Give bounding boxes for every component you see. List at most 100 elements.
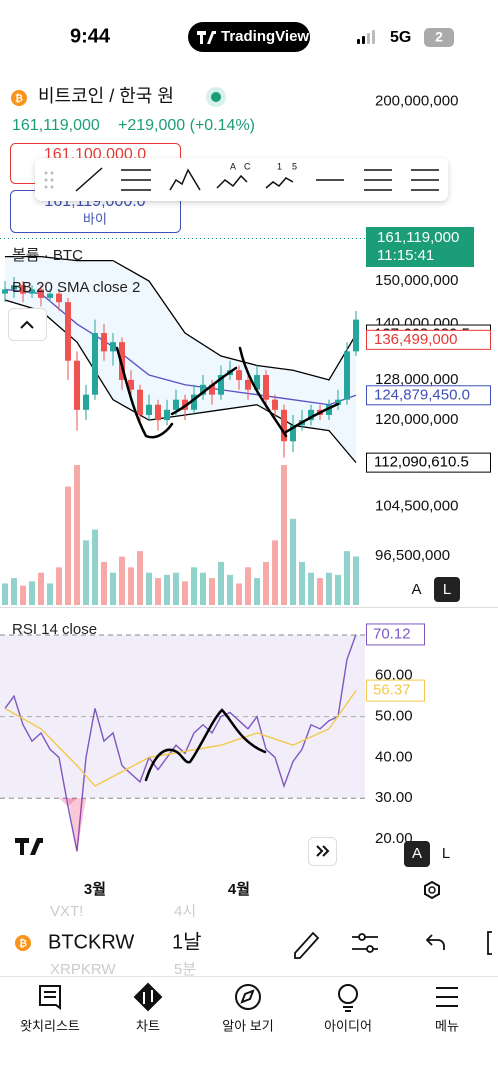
- rsi-pane: [0, 634, 365, 852]
- drawing-stroke: [284, 402, 340, 434]
- candle-body: [263, 375, 269, 400]
- tab-label[interactable]: 왓치리스트: [20, 1018, 80, 1033]
- candle-body: [65, 302, 71, 361]
- tab-label[interactable]: 알아 보기: [222, 1018, 273, 1033]
- brand-pill: [188, 22, 310, 52]
- y-tick-label: 60.00: [375, 667, 413, 684]
- candle-body: [209, 384, 215, 395]
- candle-body: [164, 409, 170, 421]
- candle-body: [110, 342, 116, 352]
- rsi-legend: RSI 14 close: [12, 621, 97, 638]
- header-price: 161,119,000: [12, 117, 100, 134]
- volume-bar: [263, 561, 269, 605]
- fib-ext-tool[interactable]: [411, 169, 439, 191]
- draw-button[interactable]: [294, 931, 320, 959]
- last-price-label: 161,119,000: [377, 229, 459, 246]
- candle-body: [92, 333, 98, 395]
- candle-body: [254, 375, 260, 390]
- volume-bar: [29, 581, 35, 605]
- ghost-interval: 5분: [174, 961, 196, 978]
- rsi-auto-text: A: [412, 845, 422, 862]
- volume-bar: [245, 567, 251, 605]
- y-tick-label: 50.00: [375, 708, 413, 725]
- symbol-selector[interactable]: BTCKRW: [48, 931, 134, 953]
- tool-glyph: A: [230, 161, 236, 171]
- candle-body: [2, 289, 8, 294]
- user-drawings: [115, 346, 340, 782]
- pattern-tool[interactable]: [169, 168, 201, 191]
- candle-body: [128, 379, 134, 390]
- volume-bar: [299, 561, 305, 605]
- drawing-stroke: [170, 366, 238, 416]
- undo-button[interactable]: [425, 934, 445, 950]
- volume-bar: [164, 574, 170, 605]
- drag-handle: [44, 171, 54, 189]
- volume-bar: [20, 585, 26, 605]
- candle-body: [137, 389, 143, 415]
- candle-body: [56, 293, 62, 303]
- volume-bar: [173, 572, 179, 605]
- settings-icon[interactable]: [424, 880, 440, 900]
- volume-bar: [308, 572, 314, 605]
- y-tick-label: 104,500,000: [375, 497, 458, 514]
- tab-label[interactable]: 메뉴: [435, 1018, 459, 1033]
- volume-bar: [146, 572, 152, 605]
- rsi-tag: [366, 623, 425, 646]
- volume-legend: 볼륨 · BTC: [12, 247, 83, 264]
- trend-line-tool[interactable]: [75, 167, 103, 192]
- log-scale-button[interactable]: [434, 577, 460, 602]
- rsi-auto-button[interactable]: [404, 841, 430, 867]
- coin-icon: [15, 935, 31, 951]
- price-tag: [366, 452, 491, 473]
- volume-bar: [92, 529, 98, 605]
- volume-bar: [326, 572, 332, 605]
- y-tick-label: 20.00: [375, 830, 413, 847]
- tab-label[interactable]: 차트: [136, 1018, 160, 1033]
- abcd-tool[interactable]: [216, 174, 248, 189]
- volume-bar: [47, 583, 53, 605]
- elliott-tool[interactable]: [265, 177, 294, 189]
- log-scale-text: L: [443, 581, 451, 598]
- volume-bar: [200, 572, 206, 605]
- brand-name: TradingView: [221, 28, 309, 45]
- parallel-tool[interactable]: [121, 169, 151, 191]
- drawing-stroke: [238, 346, 288, 438]
- market-status-dot: [211, 92, 221, 102]
- tab-label[interactable]: 아이디어: [324, 1018, 372, 1033]
- settings-icon-center: [428, 886, 436, 894]
- volume-bar: [344, 551, 350, 605]
- signal-icon: [357, 30, 375, 44]
- tool-glyph: C: [244, 161, 251, 171]
- badge: [424, 28, 454, 47]
- volume-bar: [254, 578, 260, 605]
- fullscreen-button[interactable]: [487, 931, 492, 955]
- tabs: 왓치리스트 차트 알아 보기 아이디어 메뉴: [20, 1018, 459, 1033]
- candle-body: [74, 360, 80, 410]
- candle-body: [146, 404, 152, 415]
- drawing-stroke: [144, 708, 267, 782]
- volume-bar: [65, 486, 71, 605]
- collapse-button[interactable]: [8, 308, 47, 341]
- tab-icon: [436, 987, 458, 1007]
- tool-glyph: 1: [277, 161, 282, 171]
- price-tag-label: 124,879,450.0: [374, 386, 470, 403]
- fib-tool[interactable]: [364, 169, 392, 191]
- auto-scale-button[interactable]: [404, 577, 429, 602]
- candle-body: [38, 289, 44, 298]
- auto-scale-text: A: [411, 581, 421, 598]
- candle-body: [335, 399, 341, 405]
- price-tag: [366, 329, 491, 350]
- rsi-line: [4, 634, 357, 852]
- candle-body: [11, 285, 17, 290]
- rsi-tag-label: 56.37: [373, 682, 411, 699]
- volume-bar: [281, 465, 287, 605]
- interval-selector[interactable]: 1날: [172, 930, 202, 953]
- rsi-tag: [366, 679, 425, 702]
- bb-legend: BB 20 SMA close 2: [12, 279, 140, 296]
- tab-icon: [240, 989, 255, 1004]
- volume-bar: [101, 561, 107, 605]
- volume-bar: [353, 556, 359, 605]
- volume-bar: [209, 578, 215, 605]
